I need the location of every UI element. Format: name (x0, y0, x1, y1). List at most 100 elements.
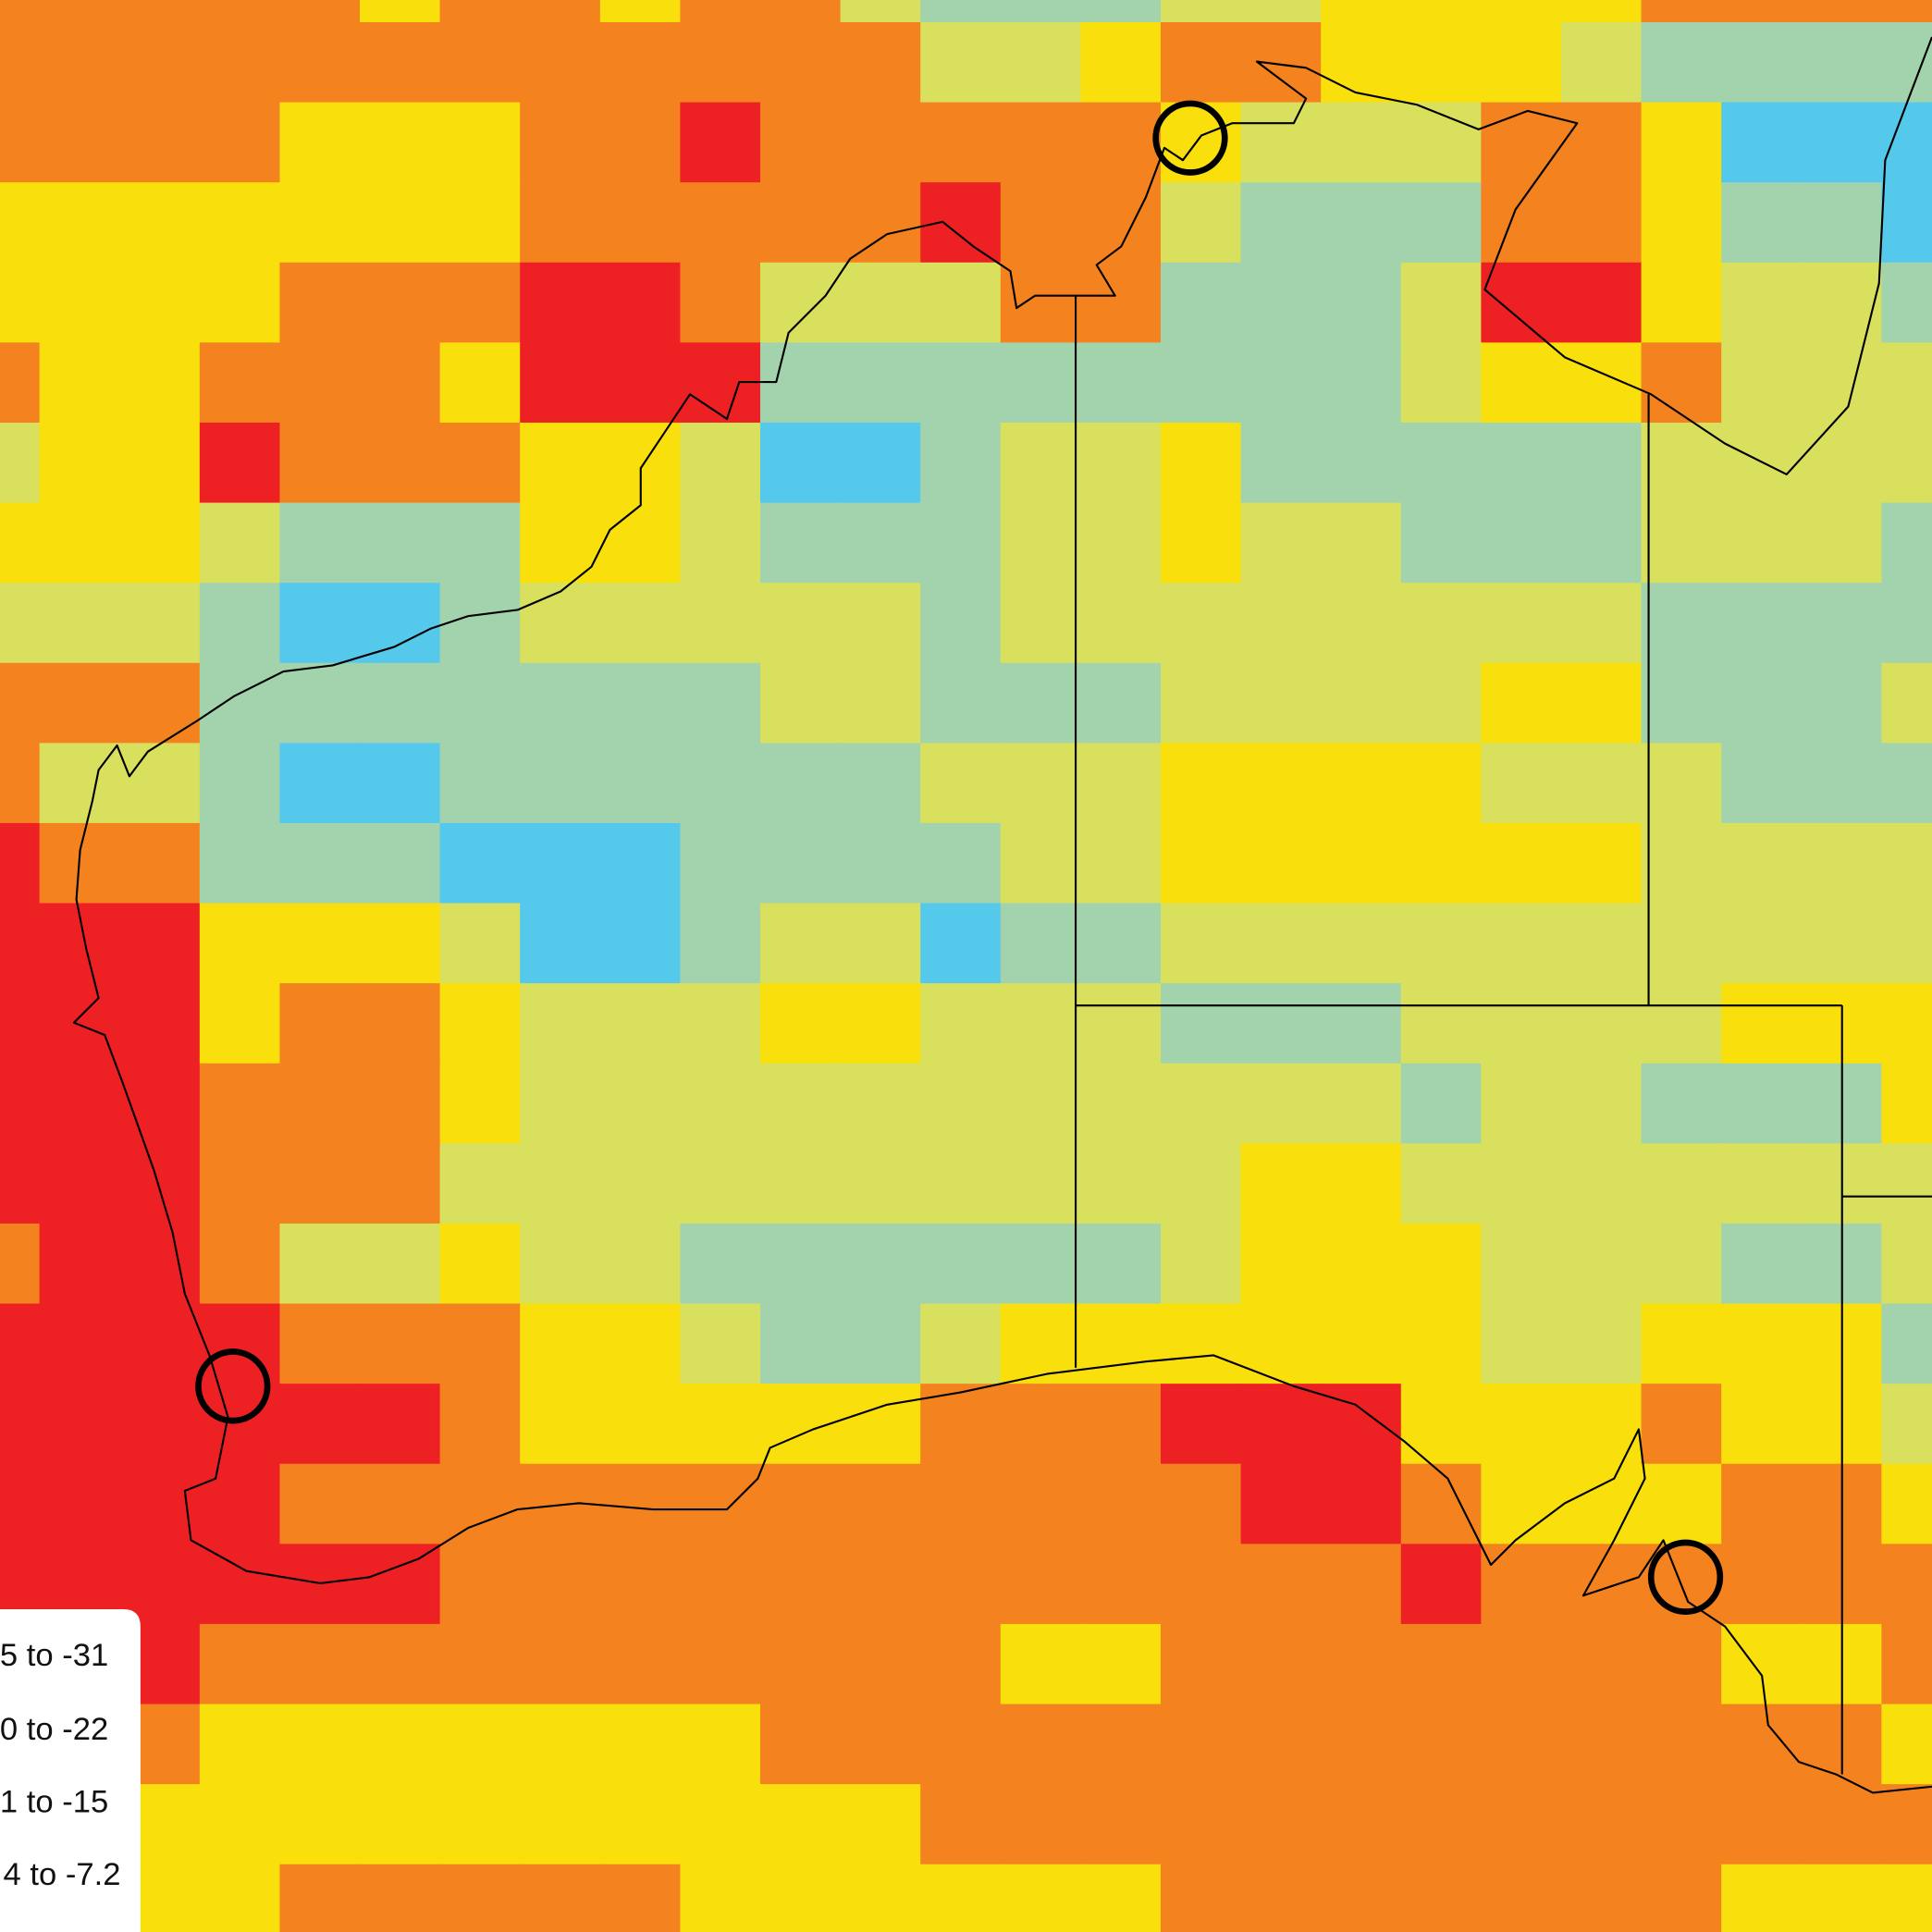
grid-cell (39, 502, 121, 584)
grid-cell (520, 1623, 601, 1705)
grid-cell (1080, 1463, 1162, 1545)
grid-cell (199, 422, 281, 504)
grid-cell (1641, 1704, 1722, 1785)
grid-cell (360, 422, 441, 504)
grid-cell (1481, 662, 1562, 744)
grid-cell (920, 983, 1002, 1064)
grid-cell (439, 662, 522, 744)
grid-cell (119, 1223, 201, 1305)
grid-cell (1721, 102, 1803, 183)
grid-cell (439, 1303, 522, 1384)
grid-cell (439, 1384, 522, 1465)
grid-cell (1721, 1223, 1803, 1305)
grid-cell (1321, 342, 1402, 424)
grid-cell (1641, 1864, 1722, 1932)
grid-cell (360, 1544, 441, 1625)
grid-cell (199, 743, 281, 824)
grid-cell (680, 0, 761, 23)
grid-cell (520, 1544, 601, 1625)
grid-cell (279, 342, 361, 424)
grid-cell (1160, 1223, 1242, 1305)
grid-cell (1400, 342, 1483, 424)
grid-cell (119, 102, 201, 183)
grid-cell (920, 1303, 1002, 1384)
site-marker (1152, 100, 1228, 176)
grid-cell (119, 1463, 201, 1545)
grid-cell (1000, 422, 1082, 504)
grid-cell (1721, 422, 1803, 504)
grid-cell (1801, 21, 1883, 104)
grid-cell (1321, 743, 1402, 824)
grid-cell (1481, 1063, 1562, 1145)
grid-cell (840, 1143, 922, 1224)
grid-cell (1400, 1544, 1483, 1625)
grid-cell (1240, 342, 1322, 424)
grid-cell (920, 262, 1002, 344)
grid-cell (279, 662, 361, 744)
grid-cell (1560, 583, 1643, 664)
grid-cell (39, 1143, 121, 1224)
grid-cell (199, 1063, 281, 1145)
grid-cell (840, 1223, 922, 1305)
grid-cell (1160, 1384, 1242, 1465)
grid-cell (1400, 262, 1483, 344)
legend-label: 4 to -7.2 (4, 1857, 121, 1892)
grid-cell (119, 502, 201, 584)
grid-cell (680, 583, 761, 664)
grid-cell (840, 1384, 922, 1465)
grid-cell (1321, 1143, 1402, 1224)
grid-cell (39, 583, 121, 664)
grid-cell (840, 0, 922, 23)
grid-cell (1080, 502, 1162, 584)
grid-cell (1560, 0, 1643, 23)
grid-cell (1641, 662, 1722, 744)
grid-cell (1721, 1384, 1803, 1465)
grid-cell (119, 903, 201, 984)
grid-cell (39, 1384, 121, 1465)
grid-cell (439, 1063, 522, 1145)
grid-cell (279, 1704, 361, 1785)
grid-cell (0, 743, 41, 824)
grid-cell (39, 422, 121, 504)
grid-cell (199, 983, 281, 1064)
grid-cell (920, 903, 1002, 984)
grid-cell (1560, 1063, 1643, 1145)
grid-cell (1000, 262, 1082, 344)
grid-cell (760, 1463, 842, 1545)
grid-cell (680, 502, 761, 584)
grid-cell (520, 102, 601, 183)
grid-cell (1160, 1143, 1242, 1224)
grid-cell (760, 1544, 842, 1625)
legend: 5 to -31 0 to -22 1 to -15 4 to -7.2 (0, 1608, 141, 1932)
grid-cell (360, 662, 441, 744)
grid-cell (840, 182, 922, 264)
grid-cell (279, 1143, 361, 1224)
grid-cell (1721, 342, 1803, 424)
grid-cell (439, 983, 522, 1064)
grid-cell (1160, 0, 1242, 23)
grid-cell (199, 102, 281, 183)
grid-cell (1641, 1143, 1722, 1224)
grid-cell (1721, 822, 1803, 904)
grid-cell (1400, 502, 1483, 584)
grid-cell (119, 0, 201, 23)
grid-cell (760, 502, 842, 584)
grid-cell (680, 1864, 761, 1932)
state-border (1075, 295, 1932, 1775)
grid-cell (840, 1303, 922, 1384)
grid-cell (439, 1864, 522, 1932)
grid-cell (599, 1704, 682, 1785)
grid-cell (1240, 1864, 1322, 1932)
grid-cell (39, 1303, 121, 1384)
grid-cell (920, 743, 1002, 824)
grid-cell (1240, 21, 1322, 104)
grid-cell (0, 1063, 41, 1145)
grid-cell (360, 1223, 441, 1305)
grid-cell (1400, 583, 1483, 664)
grid-cell (1000, 1544, 1082, 1625)
grid-cell (279, 1784, 361, 1865)
grid-cell (360, 1384, 441, 1465)
grid-cell (680, 1623, 761, 1705)
grid-cell (0, 983, 41, 1064)
grid-cell (0, 903, 41, 984)
